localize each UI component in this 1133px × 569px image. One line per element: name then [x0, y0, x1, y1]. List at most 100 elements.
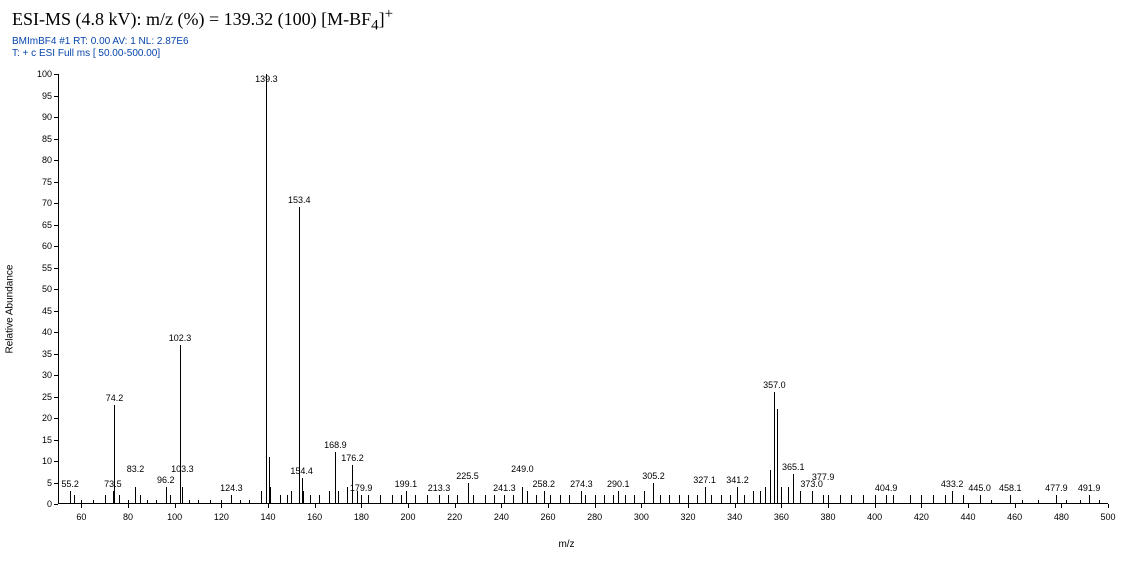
x-tick-label: 300: [634, 512, 649, 522]
meta-line-2: T: + c ESI Full ms [ 50.00-500.00]: [12, 48, 189, 60]
x-tick-label: 140: [260, 512, 275, 522]
x-tick: [1015, 504, 1016, 508]
peak-label: 365.1: [782, 462, 805, 472]
y-tick: [54, 96, 58, 97]
peak: [945, 495, 946, 504]
peak: [1089, 495, 1090, 504]
peak: [329, 491, 330, 504]
y-tick: [54, 354, 58, 355]
y-tick-label: 15: [42, 435, 52, 445]
peak: [660, 495, 661, 504]
peak: [240, 500, 241, 504]
x-tick-label: 440: [960, 512, 975, 522]
y-tick: [54, 397, 58, 398]
peak: [114, 405, 115, 504]
y-tick: [54, 268, 58, 269]
peak: [319, 495, 320, 504]
y-tick-label: 10: [42, 456, 52, 466]
peak: [180, 345, 181, 504]
y-tick-label: 90: [42, 112, 52, 122]
peak-label: 341.2: [726, 475, 749, 485]
y-tick-label: 55: [42, 263, 52, 273]
peak-label: 74.2: [106, 393, 124, 403]
peak: [427, 495, 428, 504]
peak: [74, 495, 75, 504]
peak: [147, 500, 148, 504]
peak: [760, 491, 761, 504]
peak: [128, 500, 129, 504]
peak: [210, 500, 211, 504]
x-tick: [875, 504, 876, 508]
peak: [679, 495, 680, 504]
peak: [368, 495, 369, 504]
peak: [182, 487, 183, 504]
peak: [800, 491, 801, 504]
peak: [494, 495, 495, 504]
y-tick: [54, 483, 58, 484]
x-tick-label: 220: [447, 512, 462, 522]
peak-label: 241.3: [493, 483, 516, 493]
y-tick: [54, 203, 58, 204]
peak: [737, 487, 738, 504]
y-tick-label: 50: [42, 284, 52, 294]
y-tick: [54, 74, 58, 75]
x-tick-label: 80: [123, 512, 133, 522]
x-tick-label: 500: [1100, 512, 1115, 522]
peak: [765, 487, 766, 504]
y-tick-label: 80: [42, 155, 52, 165]
peak: [812, 491, 813, 504]
peak: [287, 495, 288, 504]
y-tick-label: 95: [42, 91, 52, 101]
peak: [93, 500, 94, 504]
peak: [380, 495, 381, 504]
peak: [1056, 495, 1057, 504]
peak: [781, 487, 782, 504]
x-tick: [595, 504, 596, 508]
peak-label: 179.9: [350, 483, 373, 493]
y-tick: [54, 440, 58, 441]
y-tick: [54, 139, 58, 140]
y-tick: [54, 504, 58, 505]
peak: [851, 495, 852, 504]
peak: [310, 495, 311, 504]
x-tick: [1108, 504, 1109, 508]
y-tick-label: 100: [37, 69, 52, 79]
peak: [280, 495, 281, 504]
peak-label: 153.4: [288, 195, 311, 205]
peak: [777, 409, 778, 504]
peak: [788, 487, 789, 504]
peak: [1066, 500, 1067, 504]
peak: [963, 495, 964, 504]
y-tick-label: 75: [42, 177, 52, 187]
peak-label: 213.3: [428, 483, 451, 493]
peak: [618, 491, 619, 504]
x-axis: [58, 503, 1108, 504]
peak: [504, 495, 505, 504]
peak: [401, 495, 402, 504]
peak: [980, 495, 981, 504]
x-tick-label: 200: [400, 512, 415, 522]
y-tick: [54, 418, 58, 419]
x-tick: [268, 504, 269, 508]
x-tick-label: 120: [214, 512, 229, 522]
y-tick-label: 30: [42, 370, 52, 380]
peak: [347, 487, 348, 504]
peak: [705, 487, 706, 504]
x-tick: [361, 504, 362, 508]
peak: [119, 495, 120, 504]
peak: [270, 487, 271, 504]
peak: [522, 487, 523, 504]
peak: [1080, 500, 1081, 504]
y-tick: [54, 117, 58, 118]
peak: [468, 483, 469, 505]
peak: [952, 491, 953, 504]
x-tick: [81, 504, 82, 508]
peak: [513, 495, 514, 504]
peak: [875, 495, 876, 504]
peak: [840, 495, 841, 504]
x-tick-label: 280: [587, 512, 602, 522]
peak: [473, 495, 474, 504]
y-tick-label: 35: [42, 349, 52, 359]
y-tick: [54, 311, 58, 312]
y-tick: [54, 246, 58, 247]
